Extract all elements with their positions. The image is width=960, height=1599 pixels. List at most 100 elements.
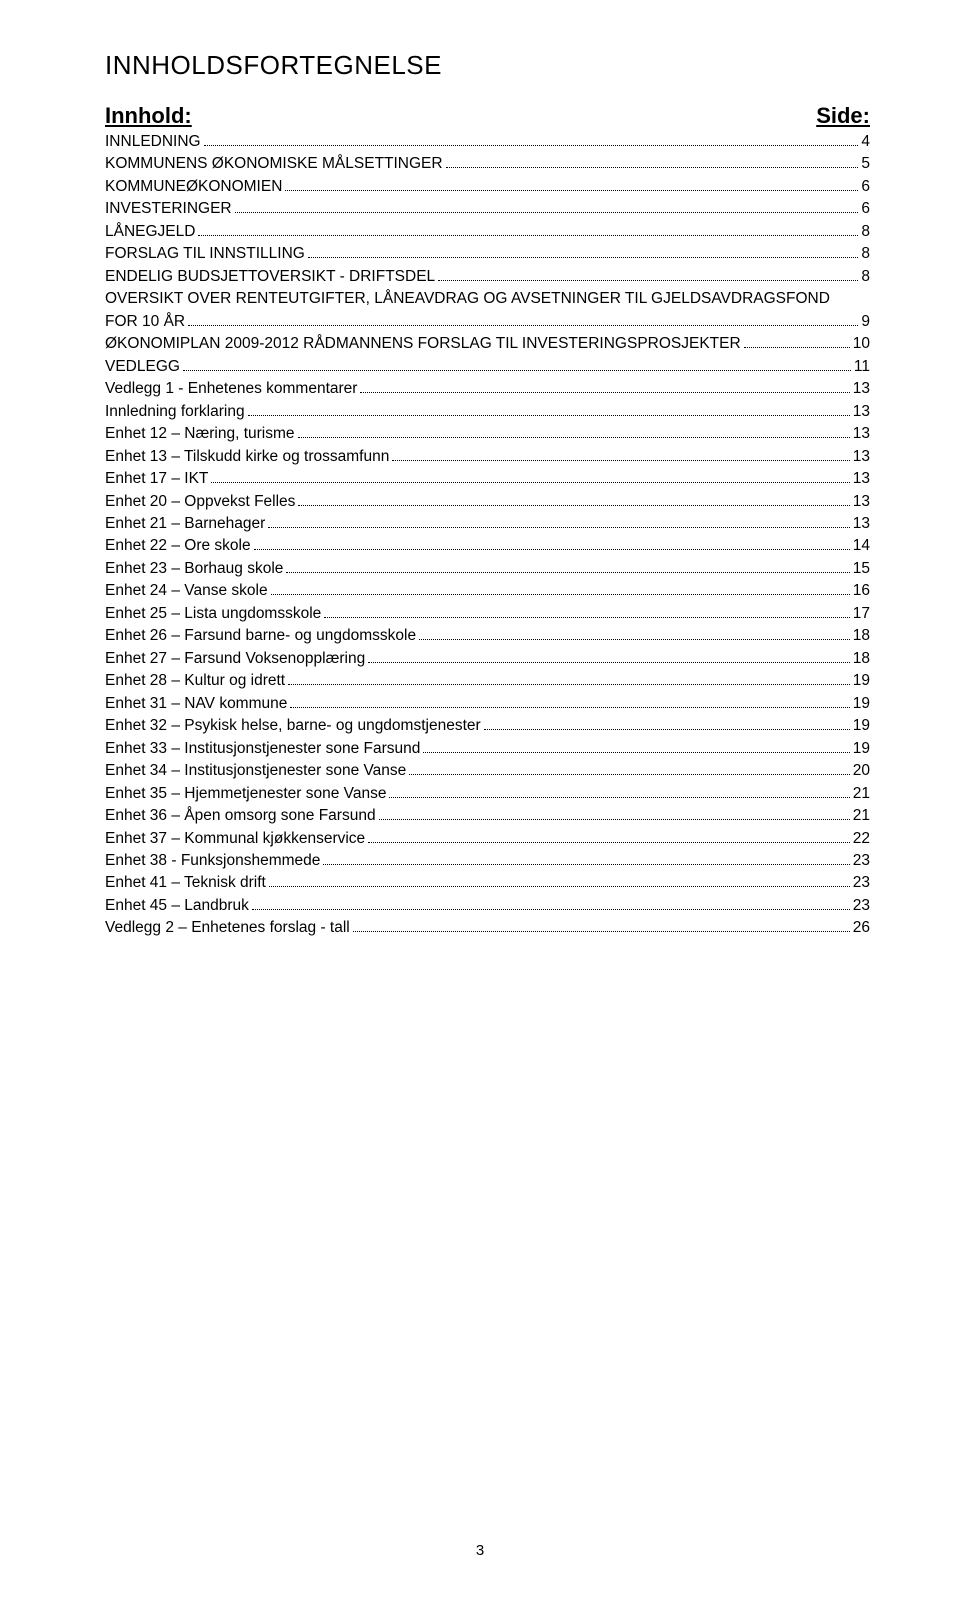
toc-label: Enhet 27 – Farsund Voksenopplæring [105, 648, 365, 670]
toc-row: Enhet 21 – Barnehager 13 [105, 513, 870, 535]
toc-label: Enhet 20 – Oppvekst Felles [105, 491, 295, 513]
toc-row: ØKONOMIPLAN 2009-2012 RÅDMANNENS FORSLAG… [105, 333, 870, 355]
toc-dots [204, 145, 859, 146]
toc-dots [235, 212, 859, 213]
toc-row: Enhet 23 – Borhaug skole15 [105, 558, 870, 580]
header-right: Side: [816, 103, 870, 129]
toc-row: Enhet 34 – Institusjonstjenester sone Va… [105, 760, 870, 782]
toc-row: Enhet 17 – IKT 13 [105, 468, 870, 490]
toc-dots [290, 707, 849, 708]
toc-dots [298, 437, 850, 438]
toc-page: 19 [853, 738, 870, 760]
toc-row: KOMMUNENS ØKONOMISKE MÅLSETTINGER5 [105, 153, 870, 175]
toc-row: FORSLAG TIL INNSTILLING8 [105, 243, 870, 265]
toc-label: Enhet 26 – Farsund barne- og ungdomsskol… [105, 625, 416, 647]
toc-row: Enhet 22 – Ore skole 14 [105, 535, 870, 557]
toc-header: Innhold: Side: [105, 103, 870, 129]
toc-row: Innledning forklaring13 [105, 401, 870, 423]
toc-page: 18 [853, 648, 870, 670]
toc-label: Enhet 24 – Vanse skole [105, 580, 268, 602]
toc-dots [288, 684, 850, 685]
toc-label: Enhet 22 – Ore skole [105, 535, 251, 557]
toc-page: 6 [861, 176, 870, 198]
toc-dots [379, 819, 850, 820]
toc-label: Enhet 32 – Psykisk helse, barne- og ungd… [105, 715, 481, 737]
toc-dots [368, 842, 850, 843]
toc-page: 8 [861, 266, 870, 288]
toc-page: 4 [861, 131, 870, 153]
toc-label: LÅNEGJELD [105, 221, 195, 243]
toc-label: INVESTERINGER [105, 198, 232, 220]
toc-row: Enhet 24 – Vanse skole 16 [105, 580, 870, 602]
toc-dots [744, 347, 850, 348]
toc-label: Enhet 12 – Næring, turisme [105, 423, 295, 445]
toc-label: ENDELIG BUDSJETTOVERSIKT - DRIFTSDEL [105, 266, 435, 288]
toc-page: 17 [853, 603, 870, 625]
toc-dots [323, 864, 849, 865]
toc-label: Enhet 37 – Kommunal kjøkkenservice [105, 828, 365, 850]
toc-page: 13 [853, 468, 870, 490]
toc-page: 6 [861, 198, 870, 220]
toc-dots [271, 594, 850, 595]
toc-row: Enhet 12 – Næring, turisme 13 [105, 423, 870, 445]
toc-row: Enhet 45 – Landbruk23 [105, 895, 870, 917]
toc-row: ENDELIG BUDSJETTOVERSIKT - DRIFTSDEL 8 [105, 266, 870, 288]
toc-dots [360, 392, 849, 393]
toc-row: Enhet 41 – Teknisk drift23 [105, 872, 870, 894]
toc-row: INNLEDNING4 [105, 131, 870, 153]
toc-page: 21 [853, 783, 870, 805]
toc-label: VEDLEGG [105, 356, 180, 378]
toc-label: Enhet 41 – Teknisk drift [105, 872, 266, 894]
toc-page: 5 [861, 153, 870, 175]
toc-row: Enhet 36 – Åpen omsorg sone Farsund 21 [105, 805, 870, 827]
toc-page: 8 [861, 221, 870, 243]
toc-page: 13 [853, 513, 870, 535]
toc-page: 16 [853, 580, 870, 602]
toc-dots [254, 549, 850, 550]
toc-row: Enhet 38 - Funksjonshemmede23 [105, 850, 870, 872]
toc-page: 11 [854, 356, 870, 378]
toc-label: Enhet 36 – Åpen omsorg sone Farsund [105, 805, 376, 827]
toc-row: Enhet 28 – Kultur og idrett19 [105, 670, 870, 692]
toc-row: Vedlegg 2 – Enhetenes forslag - tall 26 [105, 917, 870, 939]
toc-page: 14 [853, 535, 870, 557]
toc-dots [368, 662, 850, 663]
toc-page: 19 [853, 670, 870, 692]
toc-row: Enhet 33 – Institusjonstjenester sone Fa… [105, 738, 870, 760]
toc-row: VEDLEGG 11 [105, 356, 870, 378]
toc-page: 22 [853, 828, 870, 850]
toc-page: 13 [853, 423, 870, 445]
toc-page: 21 [853, 805, 870, 827]
toc-page: 19 [853, 715, 870, 737]
toc-dots [211, 482, 849, 483]
toc-dots [183, 370, 851, 371]
toc-label: Enhet 21 – Barnehager [105, 513, 265, 535]
toc-page: 18 [853, 625, 870, 647]
toc-row: Enhet 20 – Oppvekst Felles 13 [105, 491, 870, 513]
toc-dots [392, 460, 849, 461]
toc-row: Enhet 13 – Tilskudd kirke og trossamfunn… [105, 446, 870, 468]
toc-label: Vedlegg 1 - Enhetenes kommentarer [105, 378, 357, 400]
toc-dots [308, 257, 859, 258]
toc-dots [198, 235, 858, 236]
toc-label: Enhet 13 – Tilskudd kirke og trossamfunn [105, 446, 389, 468]
toc-label: Enhet 34 – Institusjonstjenester sone Va… [105, 760, 406, 782]
toc-page: 13 [853, 401, 870, 423]
toc-dots [269, 886, 850, 887]
toc-row: Enhet 37 – Kommunal kjøkkenservice 22 [105, 828, 870, 850]
toc-label: Enhet 45 – Landbruk [105, 895, 249, 917]
toc-page: 13 [853, 491, 870, 513]
toc-dots [248, 415, 850, 416]
toc-label: FOR 10 ÅR [105, 311, 185, 333]
toc-label: Vedlegg 2 – Enhetenes forslag - tall [105, 917, 350, 939]
toc-page: 26 [853, 917, 870, 939]
toc-label: KOMMUNEØKONOMIEN [105, 176, 282, 198]
toc-dots [252, 909, 850, 910]
toc-label: Enhet 35 – Hjemmetjenester sone Vanse [105, 783, 386, 805]
toc-dots [446, 167, 859, 168]
toc-row: KOMMUNEØKONOMIEN 6 [105, 176, 870, 198]
toc-label: Enhet 17 – IKT [105, 468, 208, 490]
toc-page: 15 [853, 558, 870, 580]
toc-page: 8 [861, 243, 870, 265]
toc-row: FOR 10 ÅR9 [105, 311, 870, 333]
